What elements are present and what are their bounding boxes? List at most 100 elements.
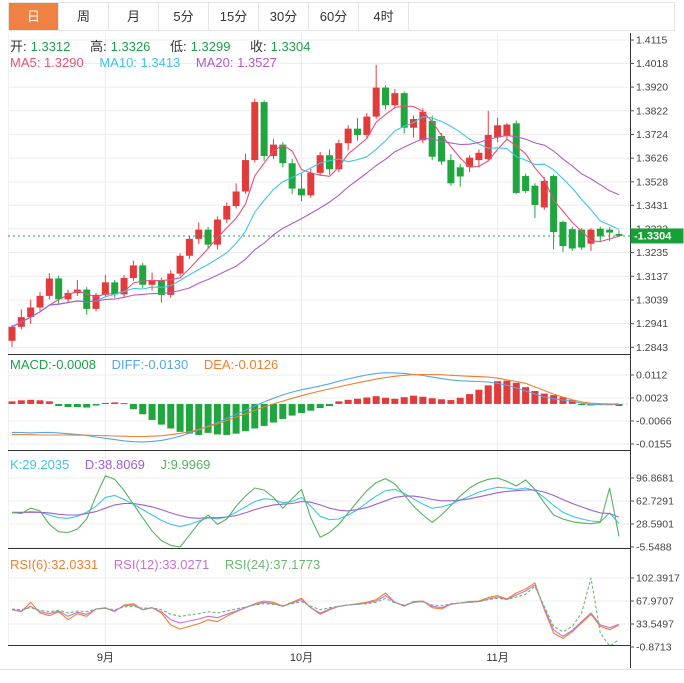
candle-body <box>120 277 128 295</box>
candle-body <box>559 221 567 247</box>
macd-bar <box>157 403 165 425</box>
candle-body <box>568 229 576 249</box>
macd-bar <box>232 403 240 434</box>
macd-bar <box>269 403 277 423</box>
tab-monthly[interactable]: 月 <box>109 3 159 30</box>
current-price-tag-label: -1.3304 <box>634 231 672 243</box>
macd-bar <box>568 400 576 404</box>
macd-row: MACD:-0.0008 DIFF:-0.0130 DEA:-0.0126 <box>10 357 290 372</box>
macd-bar <box>176 403 184 432</box>
indicator-line <box>11 475 620 548</box>
ma20-readout: MA20: 1.3527 <box>195 55 277 70</box>
axis-tick-label: 1.3626 <box>636 153 668 165</box>
candle-body <box>466 157 474 167</box>
axis-tick-label: 96.8681 <box>636 473 674 485</box>
macd-bar <box>55 403 63 407</box>
indicator-line <box>11 373 619 438</box>
indicator-line <box>11 105 620 328</box>
candle-body <box>484 134 492 160</box>
macd-bar <box>251 403 259 429</box>
tab-daily[interactable]: 日 <box>9 3 59 30</box>
timeframe-toolbar: 日 周 月 5分 15分 30分 60分 4时 <box>8 2 675 31</box>
macd-bar <box>363 397 371 404</box>
candle-body <box>148 279 156 285</box>
macd-bar <box>241 403 249 432</box>
macd-bar <box>129 403 137 410</box>
tab-30min[interactable]: 30分 <box>259 3 309 30</box>
candle-body <box>83 289 91 309</box>
macd-bar <box>466 394 474 404</box>
axis-tick-label: 1.2941 <box>636 318 668 330</box>
candle-body <box>232 191 240 206</box>
axis-tick-label: 102.3917 <box>636 573 680 585</box>
tab-15min[interactable]: 15分 <box>209 3 259 30</box>
macd-bar <box>195 403 203 435</box>
macd-bar <box>410 395 418 404</box>
axis-tick-label: 1.3822 <box>636 105 668 117</box>
axis-tick-label: 33.5497 <box>636 619 674 631</box>
low-value: 1.3299 <box>190 39 231 54</box>
candle-body <box>456 167 464 177</box>
candle-body <box>587 229 595 244</box>
macd-bar <box>578 403 586 405</box>
diff-readout: DIFF:-0.0130 <box>111 357 189 372</box>
axis-tick-label: -5.5488 <box>636 542 672 554</box>
macd-bar <box>325 403 333 407</box>
macd-bar <box>503 380 511 404</box>
d-readout: D:38.8069 <box>84 457 145 472</box>
indicator-line <box>12 486 620 527</box>
candle-body <box>382 87 390 106</box>
candle-body <box>36 295 44 308</box>
candle-body <box>213 219 221 245</box>
candle-body <box>438 135 446 162</box>
macd-readout: MACD:-0.0008 <box>10 357 96 372</box>
axis-tick-label: 1.4018 <box>636 58 668 70</box>
candle-body <box>129 265 137 278</box>
candle-body <box>503 124 511 136</box>
axis-tick-label: -0.0155 <box>636 439 672 451</box>
ohlc-row: 开: 1.3312 高: 1.3326 低: 1.3299 收: 1.3304 <box>10 36 326 55</box>
ma10-readout: MA10: 1.3413 <box>99 55 181 70</box>
tab-4hour[interactable]: 4时 <box>359 3 409 30</box>
macd-bar <box>45 401 53 404</box>
macd-bar <box>223 403 231 435</box>
tab-weekly[interactable]: 周 <box>59 3 109 30</box>
macd-bar <box>279 403 287 419</box>
rsi6-readout: RSI(6):32.0331 <box>10 557 99 572</box>
candle-body <box>344 128 352 144</box>
x-axis-label: 10月 <box>290 652 313 664</box>
candle-body <box>531 185 539 206</box>
candle-body <box>363 116 371 135</box>
candle-body <box>111 282 119 295</box>
rsi-row: RSI(6):32.0331 RSI(12):33.0271 RSI(24):3… <box>10 557 332 572</box>
close-value: 1.3304 <box>270 39 311 54</box>
macd-bar <box>17 400 25 404</box>
j-readout: J:9.9969 <box>160 457 211 472</box>
macd-bar <box>297 403 305 413</box>
tab-60min[interactable]: 60分 <box>309 3 359 30</box>
ma5-readout: MA5: 1.3290 <box>10 55 84 70</box>
candle-body <box>92 294 100 309</box>
candle-body <box>8 326 16 341</box>
macd-bar <box>522 387 530 404</box>
candle-body <box>64 292 72 300</box>
x-axis-label: 9月 <box>97 652 114 664</box>
open-label: 开: <box>10 39 27 54</box>
candle-body <box>297 188 305 196</box>
macd-bar <box>288 403 296 416</box>
candle-body <box>522 176 530 192</box>
tab-5min[interactable]: 5分 <box>159 3 209 30</box>
axis-tick-label: 1.3235 <box>636 247 668 259</box>
axis-tick-label: 1.4115 <box>636 35 667 47</box>
close-label: 收: <box>250 39 267 54</box>
high-value: 1.3326 <box>110 39 151 54</box>
indicator-line <box>11 372 619 443</box>
macd-bar <box>111 402 119 404</box>
axis-tick-label: -0.0066 <box>636 416 672 428</box>
candle-body <box>167 273 175 295</box>
macd-bar <box>73 403 81 408</box>
candle-body <box>475 152 483 161</box>
indicator-line <box>12 489 620 519</box>
